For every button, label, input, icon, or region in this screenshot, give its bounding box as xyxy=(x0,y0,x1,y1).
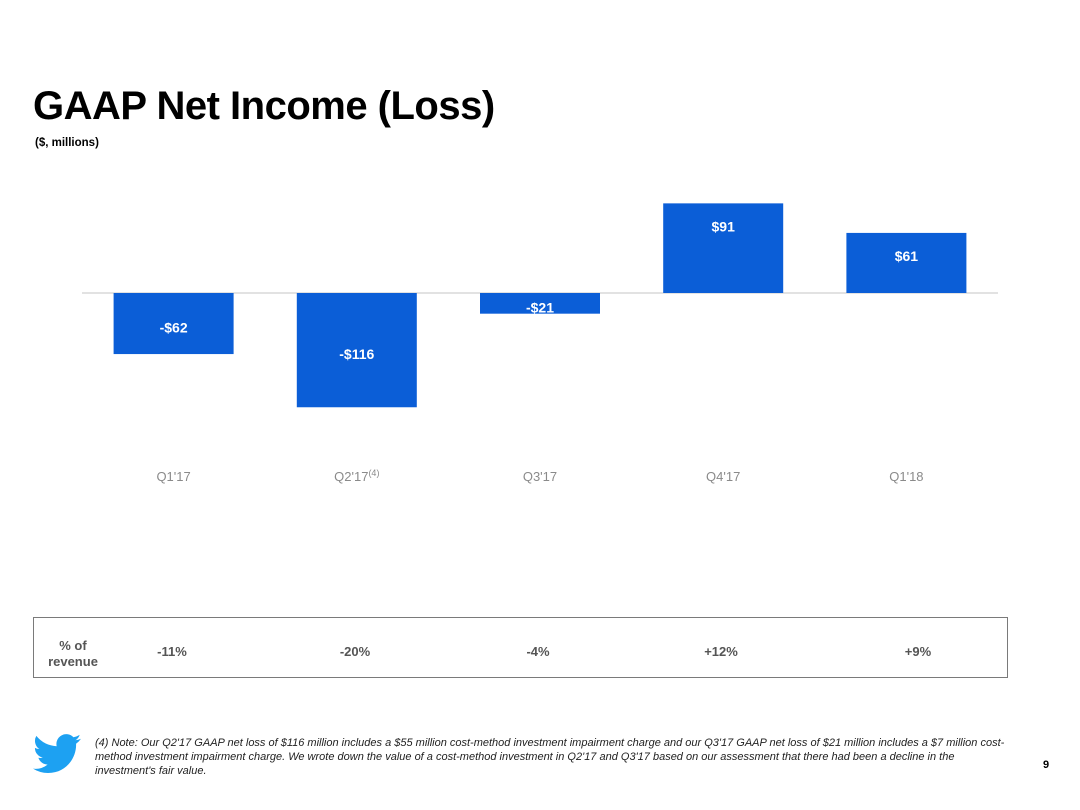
x-tick-label-4: Q4'17 xyxy=(706,469,740,484)
revenue-label-line2: revenue xyxy=(48,654,98,669)
bar-5 xyxy=(846,232,967,293)
revenue-pct-q3-17: -4% xyxy=(526,644,550,659)
bar-2 xyxy=(296,293,417,408)
revenue-pct-q1-18: +9% xyxy=(904,644,932,659)
bar-4 xyxy=(663,203,784,293)
bar-value-label-4: $91 xyxy=(712,218,736,234)
bar-value-label-2: -$116 xyxy=(339,346,374,362)
twitter-bird-icon xyxy=(33,734,81,779)
bar-value-label-1: -$62 xyxy=(160,320,188,336)
bar-value-label-3: -$21 xyxy=(526,299,554,315)
page-title: GAAP Net Income (Loss) xyxy=(33,84,495,128)
bar-3 xyxy=(480,293,600,314)
page-number: 9 xyxy=(1043,759,1050,771)
bar-value-label-5: $61 xyxy=(895,248,919,264)
footnote: (4) Note: Our Q2'17 GAAP net loss of $11… xyxy=(95,737,1005,777)
revenue-pct-q2-17: -20% xyxy=(339,644,371,659)
net-income-bar-chart: -$62 Q1'17 -$116 Q2'17(4) -$21 Q3'17 $91 Q4'17 $… xyxy=(82,203,998,484)
x-tick-label-1: Q1'17 xyxy=(156,469,190,484)
x-tick-label-3: Q3'17 xyxy=(523,469,557,484)
x-tick-label-5: Q1'18 xyxy=(889,469,923,484)
revenue-pct-q1-17: -11% xyxy=(157,644,187,659)
revenue-percentage-table: % of revenue -11% -20% -4% +12% +9% xyxy=(33,617,1008,678)
revenue-label-line1: % of xyxy=(59,638,87,653)
revenue-percentage-label: % of revenue xyxy=(46,638,100,670)
x-tick-label-2: Q2'17(4) xyxy=(334,468,379,484)
units-label: ($, millions) xyxy=(35,137,99,149)
x-tick-footnote-2: (4) xyxy=(368,468,379,478)
revenue-pct-q4-17: +12% xyxy=(704,644,738,659)
bar-1 xyxy=(113,293,234,355)
